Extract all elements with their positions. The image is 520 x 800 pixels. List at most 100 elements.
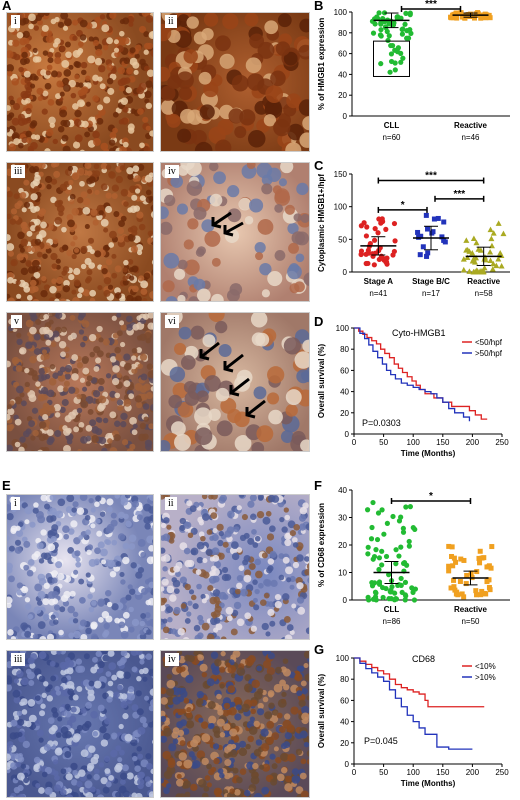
data-point [381,531,387,537]
cell-nucleus [71,354,79,361]
cell-nucleus [250,699,258,707]
cell-nucleus [213,171,226,185]
category-label: Stage A [364,277,394,286]
cell-nucleus [261,552,268,559]
cell-nucleus [76,49,82,56]
cell-nucleus [239,740,247,748]
data-point [448,585,454,591]
cell-nucleus [118,220,126,227]
cell-nucleus [152,539,153,544]
cell-nucleus [233,601,242,610]
cell-nucleus [162,618,168,624]
cell-nucleus [87,593,93,600]
cell-nucleus [78,287,84,293]
count-label: n=41 [369,289,388,298]
cell-nucleus [114,265,122,273]
cell-nucleus [50,196,57,204]
cell-nucleus [45,781,53,789]
cell-nucleus [180,666,186,672]
cell-nucleus [269,714,279,724]
micro-label-a-ii: ii [165,15,177,28]
cell-nucleus [60,789,67,796]
cell-nucleus [86,774,92,780]
cell-nucleus [15,298,22,301]
cell-nucleus [88,497,94,504]
cell-nucleus [86,765,94,772]
cell-nucleus [57,370,64,376]
cell-nucleus [134,395,143,403]
cell-nucleus [7,413,11,421]
cell-nucleus [184,617,191,624]
cell-nucleus [305,627,309,635]
cell-nucleus [77,41,84,47]
cell-nucleus [16,332,22,338]
cell-nucleus [269,525,276,533]
cell-nucleus [163,787,170,795]
data-point [476,555,482,561]
cell-nucleus [150,386,153,392]
cell-nucleus [243,554,251,563]
cell-nucleus [286,93,302,109]
cell-nucleus [238,197,252,211]
cell-nucleus [296,182,309,196]
cell-nucleus [151,525,153,532]
cell-nucleus [140,613,147,619]
data-point [425,226,431,232]
cell-nucleus [289,630,295,636]
cell-nucleus [80,263,87,270]
cell-nucleus [101,559,107,565]
cell-nucleus [7,64,15,73]
micrograph-e-i: i [6,494,154,640]
cell-nucleus [231,552,240,561]
cell-nucleus [93,366,100,372]
cell-nucleus [98,385,104,392]
cell-nucleus [190,739,199,748]
cell-nucleus [149,290,153,299]
cell-nucleus [198,717,204,723]
data-point [379,216,385,222]
cell-nucleus [84,223,90,230]
y-tick-label: 0 [345,430,350,439]
cell-nucleus [84,163,92,170]
cell-nucleus [55,292,62,299]
cell-nucleus [305,523,309,531]
data-point [420,244,426,250]
cell-nucleus [13,138,21,146]
cell-nucleus [301,712,309,721]
cell-nucleus [250,513,257,521]
cell-nucleus [107,438,113,444]
cell-nucleus [266,533,275,541]
cell-nucleus [227,685,236,694]
cell-nucleus [125,87,132,94]
cell-nucleus [178,696,185,703]
panel-label-e: E [2,478,11,493]
data-point [378,253,385,259]
cell-nucleus [25,107,32,115]
cell-nucleus [102,338,110,346]
data-point [368,536,375,542]
data-point [495,220,502,226]
cell-nucleus [185,720,195,729]
cell-nucleus [38,367,46,375]
cell-nucleus [35,265,42,272]
cell-nucleus [152,739,153,744]
cell-nucleus [62,266,70,273]
cell-nucleus [198,71,212,85]
cell-nucleus [25,319,34,328]
cell-nucleus [76,407,83,414]
data-point [487,249,494,255]
cell-nucleus [99,83,106,90]
cell-nucleus [130,108,136,114]
cell-nucleus [249,198,264,213]
cell-nucleus [27,613,34,620]
cell-nucleus [236,667,246,676]
cell-nucleus [21,51,28,59]
cell-nucleus [60,768,67,775]
data-point [374,14,380,20]
cell-nucleus [282,556,290,564]
cell-nucleus [127,233,136,242]
cell-nucleus [76,686,83,693]
cell-nucleus [148,545,153,552]
cell-nucleus [293,213,302,222]
